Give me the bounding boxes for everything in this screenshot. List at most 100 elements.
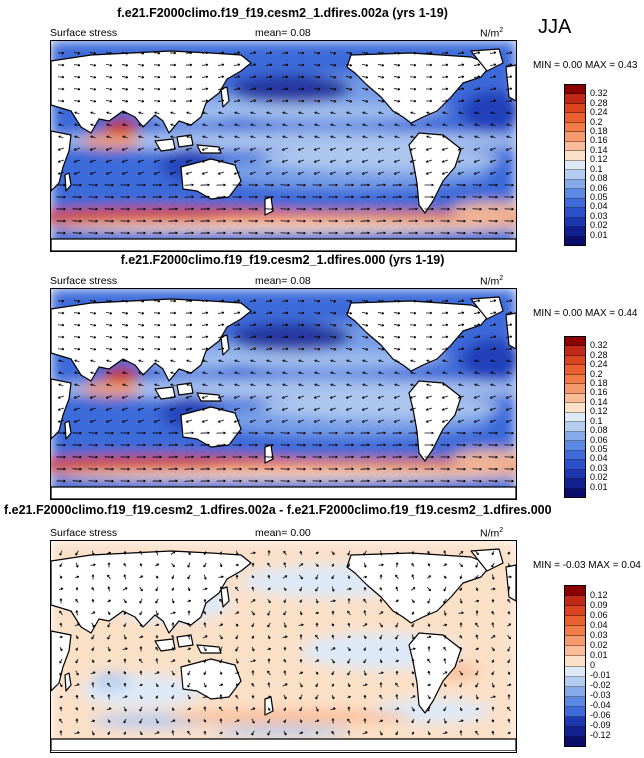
panel-2-field-label: Surface stress [50,275,118,287]
colorbar-tick-label: 0.32 [590,340,608,351]
colorbar-swatch [565,646,585,657]
colorbar-tick-label: 0.24 [590,107,608,118]
colorbar-tick-label: 0.04 [590,201,608,212]
colorbar-tick-label: 0.02 [590,640,608,650]
colorbar-tick-label: 0.2 [590,116,603,127]
colorbar-swatch [565,666,585,677]
panel-2-map-svg [51,289,516,499]
colorbar-tick-label: 0.01 [590,229,608,240]
colorbar-swatch [565,606,585,617]
colorbar-tick-label: 0.08 [590,173,608,184]
panel-3-colorbar [564,585,586,747]
colorbar-swatch [565,460,585,470]
colorbar-tick-label: 0.24 [590,359,608,370]
colorbar-tick-label: 0.03 [590,462,608,473]
panel-2-colorbar [564,336,586,498]
colorbar-tick-label: -0.04 [590,700,611,710]
colorbar-tick-label: 0.1 [590,415,603,426]
colorbar-tick-label: 0.03 [590,630,608,640]
panel-1-map [50,40,517,252]
colorbar-swatch [565,422,585,432]
colorbar-swatch [565,346,585,356]
colorbar-tick-label: 0.04 [590,453,608,464]
colorbar-tick-label: 0.03 [590,210,608,221]
colorbar-swatch [565,586,585,597]
panel-2-units: N/m2 [480,275,504,288]
colorbar-tick-label: 0.06 [590,182,608,193]
panel-2-mean: mean= 0.08 [255,275,311,287]
colorbar-swatch [565,393,585,404]
colorbar-swatch [565,208,585,218]
colorbar-swatch [565,179,585,190]
panel-1-mean: mean= 0.08 [255,27,311,39]
panel-1-colorbar [564,84,586,246]
colorbar-swatch [565,85,585,95]
colorbar-swatch [565,160,585,171]
colorbar-tick-label: 0.05 [590,191,608,202]
colorbar-tick-label: -0.03 [590,690,611,700]
panel-2-title: f.e21.F2000climo.f19_f19.cesm2_1.dfires.… [120,253,445,267]
panel-3-units: N/m2 [480,527,504,540]
colorbar-tick-label: 0.04 [590,620,608,630]
colorbar-tick-label: 0.05 [590,443,608,454]
colorbar-tick-label: 0.14 [590,396,608,407]
colorbar-tick-label: 0.32 [590,88,608,99]
colorbar-tick-label: -0.06 [590,710,611,720]
panel-3-map-svg [51,541,516,751]
panel-2-map [50,288,517,500]
colorbar-swatch [565,412,585,423]
panel-3-minmax: MIN = -0.03 MAX = 0.04 [533,560,641,571]
colorbar-tick-label: 0 [590,660,596,670]
colorbar-tick-label: -0.02 [590,680,611,690]
colorbar-swatch [565,355,585,366]
colorbar-swatch [565,141,585,152]
colorbar-tick-label: 0.18 [590,378,608,389]
colorbar-tick-label: 0.16 [590,135,608,146]
colorbar-tick-label: 0.1 [590,163,603,174]
panel-3-map [50,540,517,753]
colorbar-tick-label: 0.02 [590,472,608,483]
colorbar-swatch [565,479,585,489]
colorbar-tick-label: 0.18 [590,126,608,137]
colorbar-tick-label: -0.01 [590,670,611,680]
colorbar-swatch [565,374,585,385]
colorbar-tick-label: 0.09 [590,600,608,610]
colorbar-swatch [565,450,585,461]
colorbar-swatch [565,656,585,667]
colorbar-tick-label: 0.08 [590,425,608,436]
colorbar-tick-label: 0.12 [590,590,608,600]
colorbar-swatch [565,189,585,199]
colorbar-swatch [565,122,585,133]
panel-3-field-label: Surface stress [50,527,118,539]
panel-1-title: f.e21.F2000climo.f19_f19.cesm2_1.dfires.… [117,6,448,20]
colorbar-swatch [565,441,585,451]
panel-1-units: N/m2 [480,27,504,40]
colorbar-tick-label: 0.28 [590,349,608,360]
colorbar-swatch [565,469,585,480]
colorbar-tick-label: -0.12 [590,730,611,740]
colorbar-tick-label: 0.01 [590,650,608,660]
colorbar-swatch [565,636,585,647]
colorbar-swatch [565,170,585,180]
colorbar-swatch [565,365,585,375]
colorbar-swatch [565,198,585,209]
colorbar-swatch [565,736,585,746]
panel-1-map-svg [51,41,516,251]
season-label: JJA [538,16,572,38]
colorbar-tick-label: 0.06 [590,434,608,445]
colorbar-swatch [565,596,585,607]
colorbar-swatch [565,384,585,394]
colorbar-tick-label: 0.12 [590,154,608,165]
colorbar-swatch [565,686,585,697]
colorbar-swatch [565,103,585,114]
panel-1-field-label: Surface stress [50,27,118,39]
colorbar-swatch [565,626,585,637]
colorbar-tick-label: 0.28 [590,97,608,108]
panel-3-title: f.e21.F2000climo.f19_f19.cesm2_1.dfires.… [4,503,552,517]
panel-1-minmax: MIN = 0.00 MAX = 0.43 [533,60,638,71]
colorbar-swatch [565,616,585,627]
colorbar-swatch [565,113,585,123]
colorbar-tick-label: -0.09 [590,720,611,730]
colorbar-tick-label: 0.12 [590,406,608,417]
colorbar-swatch [565,431,585,442]
